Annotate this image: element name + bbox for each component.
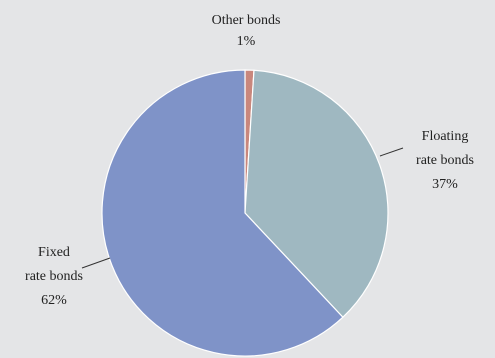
- slice-percent-other-bonds: 1%: [237, 34, 256, 49]
- slice-label-fixed-rate-bonds-line-1: Fixed: [38, 245, 70, 260]
- leader-line-floating-rate-bonds: [379, 147, 404, 157]
- pie-slices: [101, 69, 389, 357]
- pie-slice-fixed-rate-bonds: [101, 69, 344, 357]
- slice-label-floating-rate-bonds-line-2: rate bonds: [416, 153, 474, 168]
- slice-label-other-bonds-line-1: Other bonds: [212, 13, 281, 28]
- slice-label-floating-rate-bonds-line-1: Floating: [422, 129, 469, 144]
- slice-percent-fixed-rate-bonds: 62%: [41, 293, 67, 308]
- slice-percent-floating-rate-bonds: 37%: [432, 177, 458, 192]
- slice-label-fixed-rate-bonds-line-2: rate bonds: [25, 269, 83, 284]
- slice-labels: Other bonds 1% Floating rate bonds 37% Fixed r…: [25, 13, 474, 308]
- leader-line-fixed-rate-bonds: [81, 257, 111, 269]
- leader-lines: [81, 147, 404, 269]
- pie-slice-floating-rate-bonds: [244, 69, 389, 319]
